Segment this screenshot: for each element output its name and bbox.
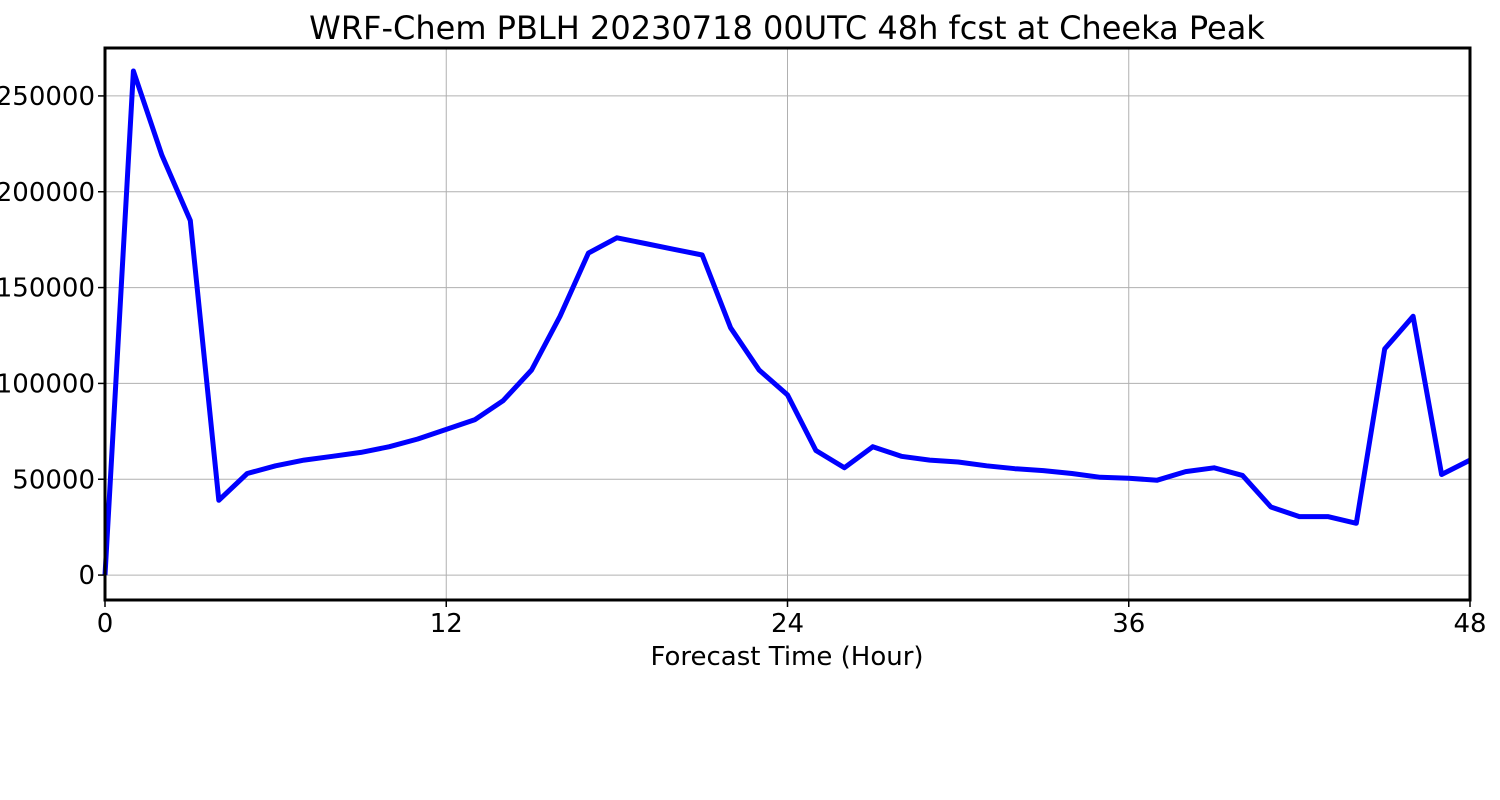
x-tick-label: 24 [771,609,804,639]
y-tick-label: 200000 [0,178,95,208]
x-tick-label: 48 [1453,609,1486,639]
x-tick-label: 36 [1112,609,1145,639]
y-tick-label: 0 [78,561,95,591]
x-axis-title: Forecast Time (Hour) [650,642,923,672]
x-tick-label: 12 [430,609,463,639]
series-layer [102,68,1472,576]
x-tick-label: 0 [97,609,114,639]
y-tick-label: 150000 [0,274,95,304]
y-tick-label: 50000 [12,465,95,495]
y-axis: 0 50000 100000 150000 200000 250000 [0,82,105,591]
y-tick-label: 250000 [0,82,95,112]
chart-title: WRF-Chem PBLH 20230718 00UTC 48h fcst at… [309,9,1265,47]
grid [104,48,1471,600]
series-line [102,68,1472,576]
y-tick-label: 100000 [0,369,95,399]
x-axis: 0 12 24 36 48 [97,600,1487,639]
